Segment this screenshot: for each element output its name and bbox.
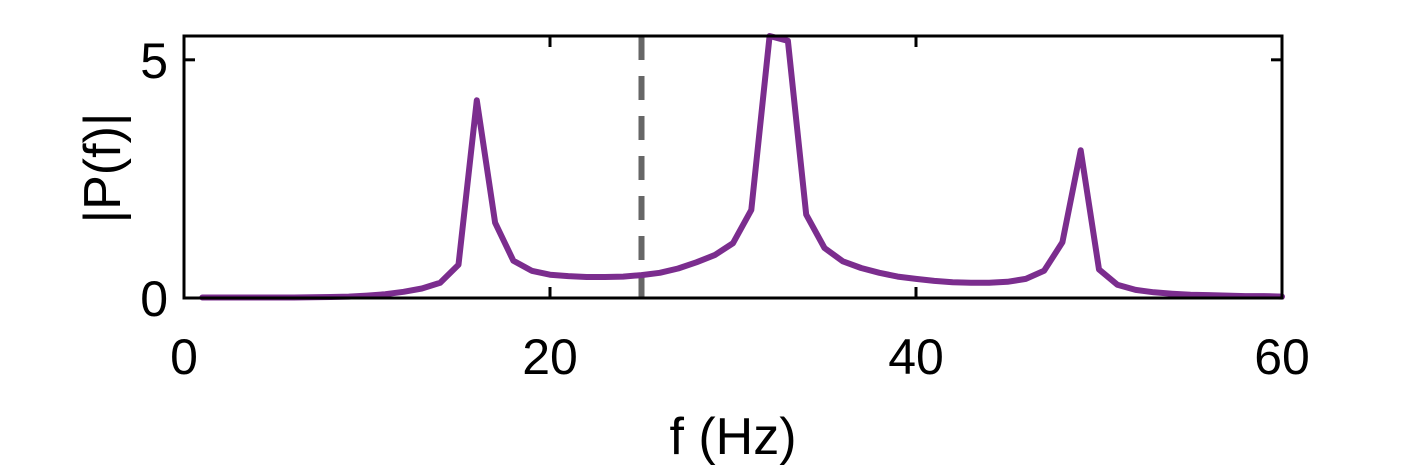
x-tick-label-0: 0 [170, 329, 198, 385]
series-layer [199, 33, 1285, 301]
plot-frame [182, 34, 1284, 300]
x-axis-label: f (Hz) [669, 408, 796, 466]
series-line-0 [199, 33, 1285, 301]
labels-layer: f (Hz) |P(f)| [74, 113, 797, 466]
y-tick-label-0: 0 [140, 271, 168, 327]
ticks-layer: 0 20 40 60 0 5 [140, 33, 1310, 385]
x-tick-label-2: 40 [888, 329, 944, 385]
y-tick-label-1: 5 [140, 33, 168, 89]
x-tick-label-1: 20 [522, 329, 578, 385]
y-axis-label: |P(f)| [74, 113, 132, 224]
axes-layer [182, 34, 1284, 300]
x-tick-label-3: 60 [1254, 329, 1310, 385]
